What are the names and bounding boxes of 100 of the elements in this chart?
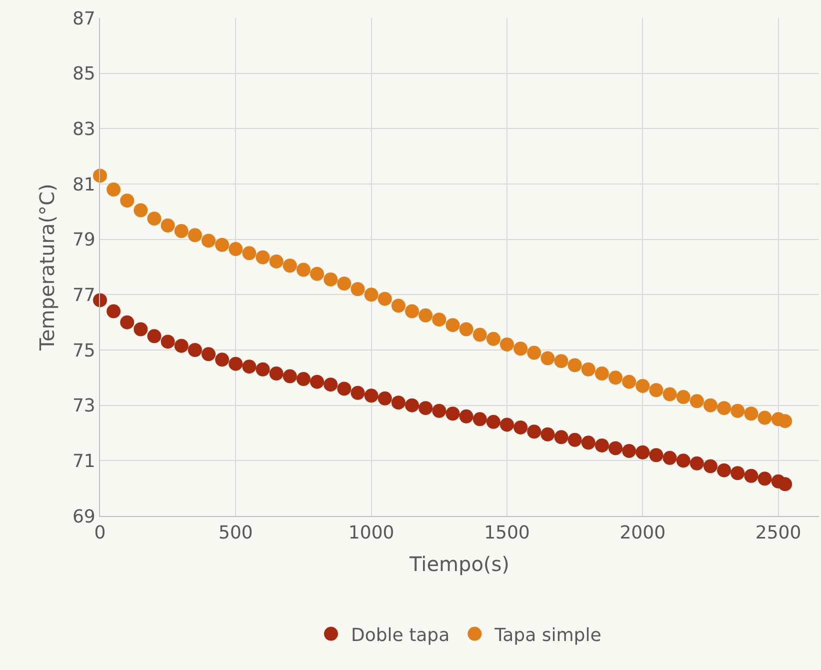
point — [581, 436, 596, 450]
point — [120, 315, 134, 330]
point — [337, 276, 352, 291]
y-tick-label: 81 — [72, 174, 96, 196]
point — [472, 328, 487, 342]
point — [188, 228, 202, 242]
point — [310, 266, 324, 281]
point — [93, 168, 107, 183]
point — [405, 304, 420, 318]
y-tick-label: 73 — [72, 396, 96, 417]
x-tick-label: 1500 — [484, 522, 530, 544]
point — [662, 387, 677, 402]
point — [202, 234, 216, 248]
point — [622, 374, 636, 389]
point — [581, 362, 596, 376]
point — [120, 194, 134, 208]
point — [337, 382, 352, 396]
point — [282, 369, 297, 384]
point — [690, 456, 704, 470]
point — [594, 366, 609, 381]
point — [256, 362, 270, 376]
point — [256, 250, 270, 264]
point — [554, 430, 568, 444]
point — [391, 396, 406, 410]
point — [636, 378, 650, 393]
point — [486, 414, 500, 429]
point — [500, 418, 514, 432]
point — [540, 351, 555, 366]
point — [106, 304, 121, 318]
point — [527, 424, 542, 439]
point — [717, 463, 732, 478]
point — [540, 427, 555, 442]
point — [269, 366, 284, 381]
x-tick-label: 2500 — [755, 522, 802, 544]
point — [514, 420, 528, 434]
point — [282, 258, 297, 273]
point — [93, 293, 107, 308]
y-axis-title: Temperatura(°C) — [34, 184, 59, 352]
point — [202, 347, 216, 362]
point — [778, 477, 792, 492]
point — [324, 272, 338, 286]
point — [418, 308, 433, 322]
point — [703, 398, 718, 412]
point — [594, 438, 609, 452]
point — [296, 262, 310, 277]
point — [147, 212, 162, 226]
point — [310, 374, 324, 389]
point — [324, 378, 338, 392]
point — [228, 242, 243, 256]
point — [514, 342, 528, 356]
point — [432, 312, 446, 327]
point — [676, 390, 690, 404]
point — [242, 246, 256, 260]
point — [636, 445, 650, 460]
y-tick-label: 71 — [72, 450, 96, 472]
point — [378, 391, 392, 406]
point — [296, 372, 310, 386]
point — [527, 346, 542, 360]
point — [215, 352, 230, 367]
point — [134, 203, 148, 218]
point — [378, 292, 392, 306]
point — [608, 370, 623, 385]
point — [730, 404, 745, 418]
point — [608, 441, 623, 456]
point — [134, 322, 148, 336]
point — [242, 360, 256, 374]
point — [350, 282, 365, 296]
point — [405, 398, 420, 412]
x-tick-label: 500 — [218, 522, 253, 544]
point — [622, 444, 636, 458]
point — [432, 404, 446, 418]
point — [472, 412, 487, 426]
point — [662, 450, 677, 465]
point — [649, 383, 664, 398]
y-tick-label: 79 — [72, 230, 96, 251]
point — [554, 354, 568, 368]
point — [459, 409, 474, 424]
point — [676, 454, 690, 468]
point — [690, 394, 704, 408]
point — [174, 224, 188, 238]
point — [174, 338, 188, 353]
x-axis-title: Tiempo(s) — [408, 552, 510, 576]
y-tick-label: 75 — [72, 340, 96, 362]
point — [459, 322, 474, 336]
point — [649, 448, 664, 462]
point — [418, 401, 433, 416]
x-tick-label: 1000 — [348, 522, 394, 544]
y-tick-label: 69 — [72, 506, 96, 528]
point — [160, 218, 175, 232]
point — [703, 459, 718, 474]
point — [391, 298, 406, 313]
point — [364, 288, 378, 302]
point — [744, 468, 758, 483]
y-tick-label: 77 — [72, 284, 96, 306]
point — [778, 414, 792, 428]
point — [364, 388, 378, 403]
legend-label: Doble tapa — [351, 624, 450, 646]
point — [160, 334, 175, 349]
point — [269, 254, 284, 268]
point — [486, 332, 500, 346]
